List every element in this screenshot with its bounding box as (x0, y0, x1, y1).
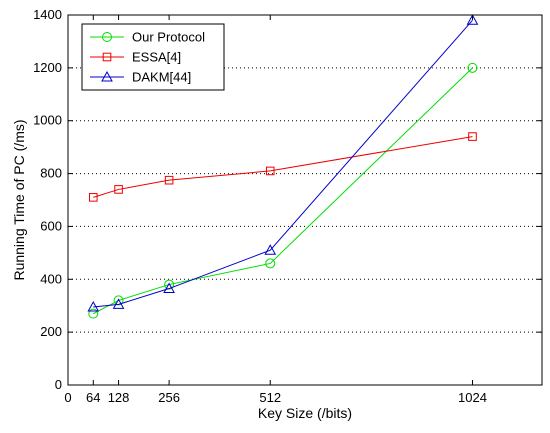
y-tick-label: 600 (40, 218, 62, 233)
x-tick-label: 128 (108, 390, 130, 405)
data-point (112, 298, 125, 309)
data-point (163, 282, 175, 294)
legend: Our Protocol ESSA[4] DAKM[44] (81, 23, 225, 91)
x-tick-label: 256 (158, 390, 180, 405)
data-point (466, 14, 479, 25)
data-point (88, 308, 99, 319)
data-point (88, 193, 98, 202)
y-tick-label: 1000 (33, 113, 62, 128)
data-point (265, 166, 275, 176)
legend-label: DAKM[44] (132, 70, 191, 85)
legend-swatch-marker (101, 70, 113, 82)
data-point (164, 279, 175, 290)
x-tick-label: 64 (86, 390, 100, 405)
series-line (93, 19, 473, 308)
data-point (164, 175, 174, 185)
y-tick-label: 1200 (33, 60, 62, 75)
series-line (93, 136, 473, 198)
data-point (468, 132, 477, 141)
plot-frame (67, 14, 543, 386)
x-tick-label: 0 (64, 390, 71, 405)
x-tick-label: 1024 (458, 390, 487, 405)
series-1 (88, 132, 477, 202)
legend-label: Our Protocol (132, 30, 205, 45)
legend-label: ESSA[4] (132, 50, 181, 65)
legend-swatch-marker (102, 32, 112, 42)
series-2 (87, 14, 479, 312)
y-tick-label: 0 (55, 377, 62, 392)
data-point (113, 295, 124, 306)
axis-ticks: 0 200 400 600 800 1000 1200 1400 0 64 128 256 512 102… (33, 7, 542, 405)
y-axis-title: Running Time of PC (/ms) (11, 119, 27, 280)
data-point (114, 185, 123, 194)
grid-lines (68, 67, 542, 333)
y-tick-label: 800 (40, 166, 62, 181)
x-tick-label: 512 (259, 390, 281, 405)
data-point (265, 258, 276, 269)
series-group (87, 14, 479, 319)
x-axis-title: Key Size (/bits) (258, 405, 352, 421)
data-point (87, 301, 100, 312)
y-tick-label: 1400 (33, 7, 62, 22)
y-tick-label: 200 (40, 324, 62, 339)
legend-swatch-marker (102, 52, 112, 62)
y-tick-label: 400 (40, 271, 62, 286)
data-point (264, 244, 277, 255)
data-point (467, 62, 478, 73)
